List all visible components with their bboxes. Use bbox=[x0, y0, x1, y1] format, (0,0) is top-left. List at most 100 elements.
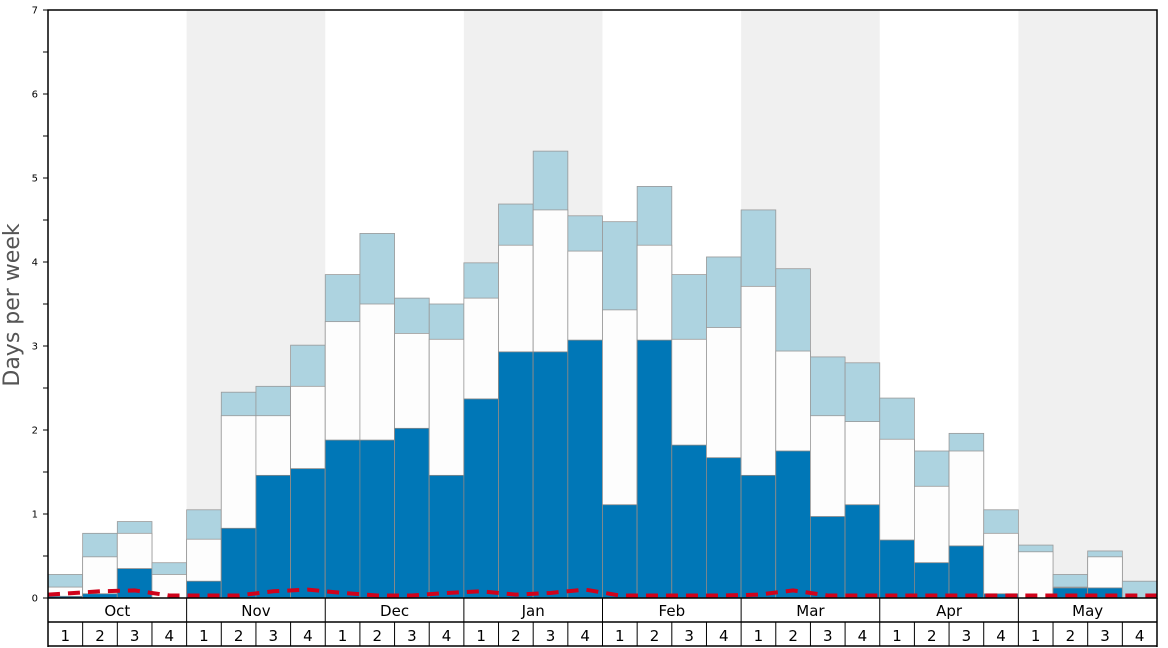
bar-dark bbox=[879, 539, 915, 599]
bar-group bbox=[810, 356, 846, 599]
y-tick-label: 5 bbox=[32, 174, 38, 185]
y-tick-label: 7 bbox=[32, 6, 38, 17]
bar-group bbox=[82, 532, 118, 599]
week-label: 1 bbox=[476, 627, 486, 645]
week-label: 2 bbox=[650, 627, 660, 645]
week-label: 3 bbox=[407, 627, 417, 645]
bar-group bbox=[879, 397, 915, 599]
bar-groups bbox=[47, 150, 1158, 599]
week-label: 1 bbox=[892, 627, 902, 645]
x-axis: Oct 1 2 3 4 Nov 1 2 3 4 Dec 1 2 3 4 Jan 1 2 3 4 Feb 1 2 3 4 Mar 1 2… bbox=[47, 598, 1158, 647]
bar-dark bbox=[948, 545, 985, 599]
bar-dark bbox=[810, 516, 846, 599]
y-tick-label: 3 bbox=[32, 342, 38, 353]
week-label: 4 bbox=[165, 627, 175, 645]
bar-dark bbox=[914, 562, 950, 599]
week-label: 4 bbox=[858, 627, 868, 645]
bar-dark bbox=[116, 568, 153, 599]
bar-white bbox=[1017, 551, 1054, 599]
week-label: 1 bbox=[754, 627, 764, 645]
month-label: Dec bbox=[380, 602, 409, 620]
bar-group bbox=[844, 362, 881, 599]
bar-dark bbox=[324, 439, 361, 599]
bar-dark bbox=[844, 504, 881, 599]
month-label: Oct bbox=[104, 602, 130, 620]
week-label: 2 bbox=[511, 627, 521, 645]
week-label: 1 bbox=[61, 627, 71, 645]
week-label: 2 bbox=[372, 627, 382, 645]
week-label: 1 bbox=[1031, 627, 1041, 645]
bar-group bbox=[567, 215, 603, 599]
bar-group bbox=[1087, 550, 1123, 599]
bar-group bbox=[740, 209, 777, 599]
bar-white bbox=[983, 532, 1019, 599]
week-label: 4 bbox=[303, 627, 313, 645]
bar-group bbox=[220, 391, 257, 599]
y-tick-label: 0 bbox=[32, 594, 38, 605]
week-label: 1 bbox=[199, 627, 209, 645]
week-label: 3 bbox=[546, 627, 556, 645]
month-label: Apr bbox=[936, 602, 963, 620]
bar-group bbox=[532, 150, 569, 599]
bar-dark bbox=[706, 457, 742, 599]
bar-dark bbox=[220, 527, 257, 599]
bar-group bbox=[359, 233, 395, 599]
bar-group bbox=[186, 509, 222, 599]
y-axis: 0 1 2 3 4 5 6 7 bbox=[32, 6, 48, 605]
bar-dark bbox=[428, 474, 465, 599]
y-tick-label: 1 bbox=[32, 510, 38, 521]
bar-dark bbox=[394, 427, 430, 599]
bar-dark bbox=[740, 474, 777, 599]
week-label: 4 bbox=[1135, 627, 1145, 645]
bar-group bbox=[948, 432, 985, 599]
bar-dark bbox=[567, 339, 603, 599]
plot-frame bbox=[47, 9, 1158, 599]
week-label: 1 bbox=[338, 627, 348, 645]
bar-group bbox=[775, 268, 811, 599]
bar-dark bbox=[671, 444, 707, 599]
y-tick-label: 4 bbox=[32, 258, 38, 269]
month-label: Mar bbox=[796, 602, 825, 620]
bar-group bbox=[428, 303, 465, 599]
bar-dark bbox=[775, 450, 811, 599]
week-label: 3 bbox=[684, 627, 694, 645]
week-label: 4 bbox=[719, 627, 729, 645]
bar-group bbox=[290, 344, 326, 599]
y-tick-label: 6 bbox=[32, 90, 38, 101]
month-label: Nov bbox=[241, 602, 270, 620]
bar-group bbox=[914, 450, 950, 599]
bar-group bbox=[602, 221, 638, 599]
week-label: 2 bbox=[234, 627, 244, 645]
bar-dark bbox=[602, 504, 638, 599]
bar-group bbox=[394, 297, 430, 599]
month-label: May bbox=[1072, 602, 1103, 620]
week-label: 4 bbox=[996, 627, 1006, 645]
week-label: 3 bbox=[823, 627, 833, 645]
bar-group bbox=[116, 521, 153, 599]
bar-group bbox=[498, 203, 534, 599]
month-shade bbox=[1018, 10, 1157, 598]
bar-group bbox=[1017, 544, 1054, 599]
week-label: 3 bbox=[962, 627, 972, 645]
y-tick-label: 2 bbox=[32, 426, 38, 437]
bar-dark bbox=[359, 439, 395, 599]
bar-dark bbox=[463, 398, 499, 599]
week-label: 3 bbox=[268, 627, 278, 645]
bar-group bbox=[983, 509, 1019, 599]
bar-dark bbox=[532, 351, 569, 599]
bar-group bbox=[324, 274, 361, 599]
y-axis-label: Days per week bbox=[0, 223, 25, 386]
week-label: 4 bbox=[580, 627, 590, 645]
bar-dark bbox=[636, 339, 673, 599]
week-label: 1 bbox=[615, 627, 625, 645]
line-series bbox=[47, 587, 1157, 598]
week-label: 2 bbox=[95, 627, 105, 645]
week-label: 2 bbox=[927, 627, 937, 645]
bar-group bbox=[706, 256, 742, 599]
week-label: 2 bbox=[788, 627, 798, 645]
month-label: Feb bbox=[659, 602, 686, 620]
month-label: Jan bbox=[521, 602, 545, 620]
week-label: 2 bbox=[1066, 627, 1076, 645]
bar-dark bbox=[255, 474, 291, 599]
